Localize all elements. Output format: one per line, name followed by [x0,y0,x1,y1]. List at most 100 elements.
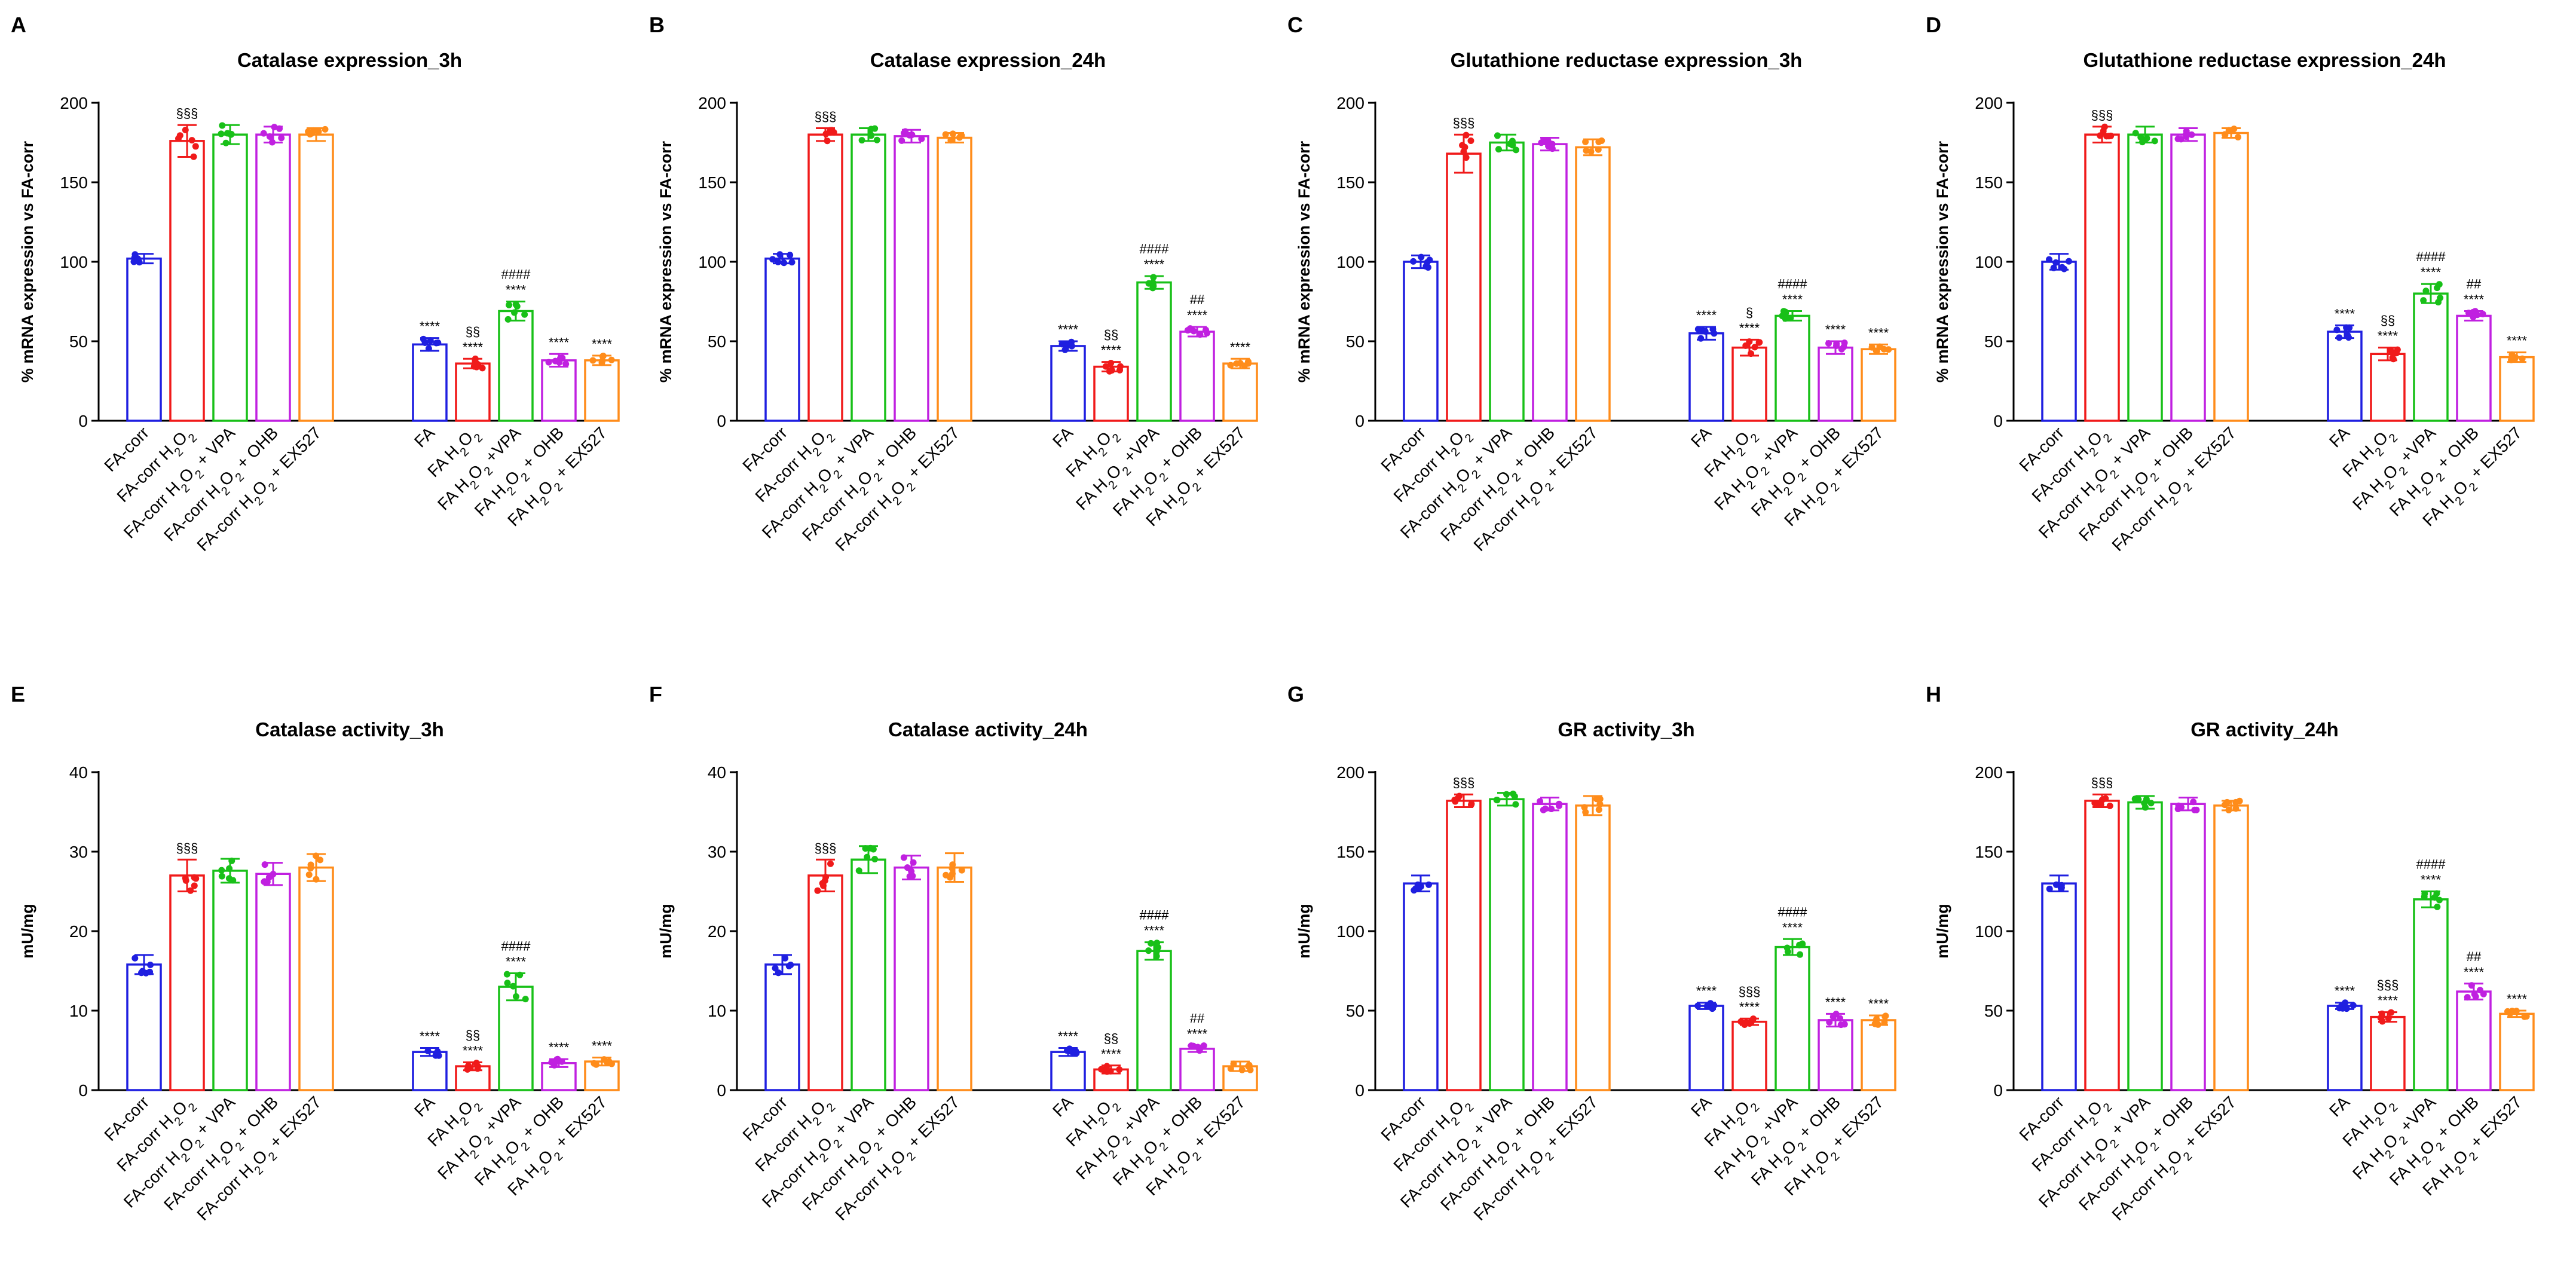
data-point [870,846,877,853]
data-point [427,337,434,344]
data-point [2235,133,2242,140]
data-point [146,968,154,975]
data-point [545,359,552,366]
chart-panel-h: HGR activity_24hmU/mg050100150200FA-corr… [1926,682,2535,1224]
x-tick-label: FA [411,423,438,451]
y-tick-label: 100 [698,253,726,271]
data-point [2477,987,2484,994]
data-point [1468,801,1475,808]
data-point [2236,797,2243,804]
data-point [305,871,313,879]
data-point [1454,795,1461,802]
data-point [782,954,789,962]
data-point [307,865,314,872]
data-point [559,354,566,362]
data-point [192,143,199,150]
significance-label: **** [2335,984,2355,999]
data-point [261,878,268,885]
data-point [2519,355,2526,362]
data-point [2046,885,2053,892]
bar [850,858,886,1091]
bar [1775,314,1810,422]
data-point [858,137,865,144]
chart-panel-b: B Catalase expression_24h % mRNA expressio… [649,13,1258,555]
data-point [775,969,782,977]
significance-label: **** [1101,343,1122,358]
data-point [1494,132,1501,139]
y-tick-label: 150 [1336,173,1365,192]
data-point [1836,1015,1843,1022]
data-point [176,132,183,139]
data-point [226,865,233,872]
data-point [2421,890,2428,897]
data-point [2182,131,2189,138]
data-point [1881,1019,1888,1026]
data-point [420,335,427,342]
data-point [1463,154,1470,161]
data-point [465,1064,472,1072]
data-point [2523,1013,2530,1020]
data-point [271,124,278,131]
data-point [1493,796,1500,803]
data-point [2046,256,2053,263]
data-point [1098,1066,1105,1073]
data-point [871,855,879,862]
bar [1532,143,1568,422]
data-point [2191,806,2198,813]
data-point [1832,1011,1840,1018]
significance-label: **** [420,1029,440,1044]
data-point [775,258,782,265]
data-point [131,251,139,258]
data-point [1787,314,1794,322]
data-point [1595,806,1602,813]
x-tick-label: FA [1049,1093,1076,1120]
data-point [2190,798,2197,806]
significance-label: **** [2335,306,2355,321]
bar [2213,131,2249,422]
data-point [1148,940,1155,947]
data-point [949,865,956,872]
data-point [1512,146,1519,154]
bar [255,873,291,1091]
data-point [182,877,189,884]
y-axis-label: mU/mg [1933,904,1951,959]
significance-label: §§§ [1453,775,1475,790]
significance-label: **** [506,283,527,298]
data-point [605,1058,613,1065]
bar [1818,346,1853,422]
significance-label: #### [2416,857,2446,872]
significance-label: §§ [1104,1031,1118,1046]
significance-label: **** [420,319,440,334]
significance-label: **** [2378,329,2398,344]
data-point [2091,800,2098,807]
y-tick-label: 0 [78,1081,88,1100]
data-point [1061,346,1069,353]
data-point [268,139,276,146]
data-point [1467,137,1474,144]
chart-panel-c: C Glutathione reductase expression_3h % mR… [1287,13,1896,555]
bar [1403,882,1439,1091]
data-point [2131,795,2138,803]
bar [1575,146,1611,422]
y-tick-label: 200 [60,94,88,112]
data-point [2513,1008,2520,1015]
significance-label: §§ [466,1027,480,1042]
data-point [504,980,511,987]
data-point [313,876,320,883]
data-point [1495,146,1502,153]
significance-label: **** [549,335,570,350]
data-point [2058,882,2065,889]
data-point [1202,326,1209,333]
data-point [1885,346,1892,353]
chart-title: Catalase activity_3h [255,718,444,740]
data-point [2188,131,2195,138]
y-tick-label: 40 [708,763,726,782]
y-tick-label: 100 [60,253,88,271]
bar [937,136,972,422]
significance-label: **** [1825,322,1846,337]
chart-title: GR activity_3h [1558,718,1694,740]
data-point [1841,1021,1848,1028]
data-point [475,1063,482,1070]
y-tick-label: 30 [708,843,726,861]
chart-title: Glutathione reductase expression_3h [1451,49,1803,71]
